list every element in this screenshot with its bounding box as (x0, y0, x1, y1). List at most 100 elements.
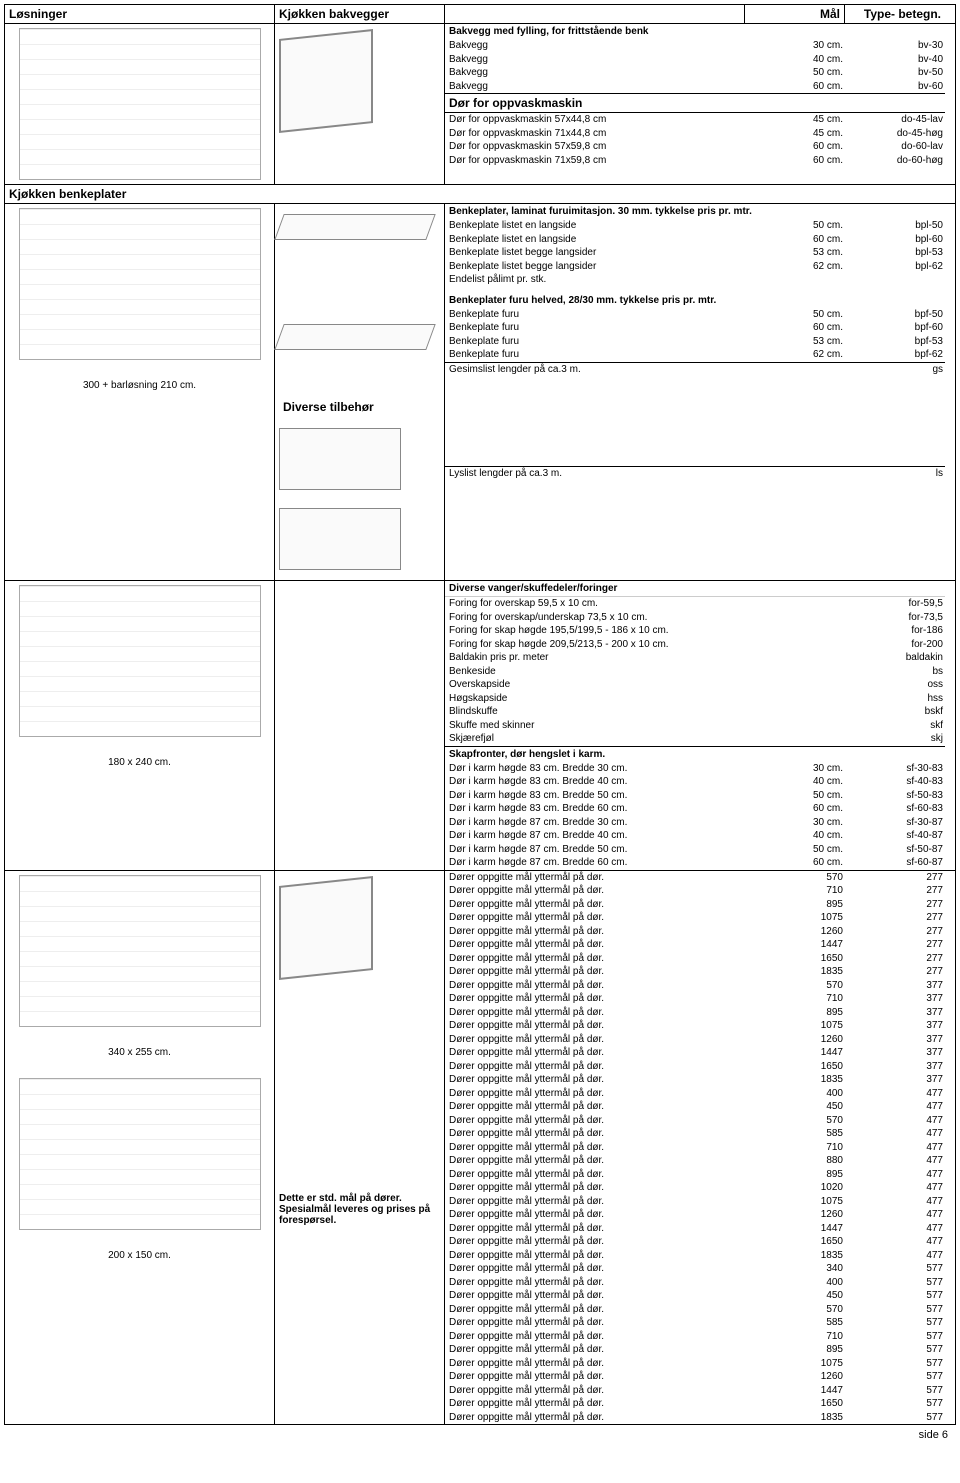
table-row: Dører oppgitte mål yttermål på dør.10754… (445, 1195, 945, 1209)
skapfronter-title: Skapfronter, dør hengslet i karm. (445, 746, 945, 762)
table-row: Foring for overskap 59,5 x 10 cm.for-59,… (445, 597, 945, 611)
table-row: Dører oppgitte mål yttermål på dør.57057… (445, 1303, 945, 1317)
table-row: Dører oppgitte mål yttermål på dør.45057… (445, 1289, 945, 1303)
table-row: Dør i karm høgde 87 cm. Bredde 40 cm.40 … (445, 829, 945, 843)
gesims-row: Gesimslist lengder på ca.3 m. gs (445, 363, 945, 377)
table-row: Dører oppgitte mål yttermål på dør.10753… (445, 1019, 945, 1033)
table-row: Benkeplate furu62 cm.bpf-62 (445, 348, 945, 362)
caption-2: 180 x 240 cm. (108, 757, 171, 768)
header-row: Løsninger Kjøkken bakvegger Mål Type- be… (5, 5, 955, 24)
table-row: Dører oppgitte mål yttermål på dør.12604… (445, 1208, 945, 1222)
table-row: Høgskapsidehss (445, 692, 945, 706)
table-row: Dør i karm høgde 87 cm. Bredde 60 cm.60 … (445, 856, 945, 870)
table-row: Benkeplate listet begge langsider62 cm.b… (445, 260, 945, 274)
countertop-icon-1 (274, 214, 435, 240)
table-row: Benkesidebs (445, 665, 945, 679)
table-row: Dør for oppvaskmaskin 57x44,8 cm45 cm.do… (445, 113, 945, 127)
table-row: Dører oppgitte mål yttermål på dør.16502… (445, 952, 945, 966)
table-row: Dører oppgitte mål yttermål på dør.18355… (445, 1411, 945, 1425)
kitchen-image-2 (19, 208, 261, 360)
table-row: Dører oppgitte mål yttermål på dør.88047… (445, 1154, 945, 1168)
table-row: Foring for overskap/underskap 73,5 x 10 … (445, 611, 945, 625)
table-row: Dør i karm høgde 83 cm. Bredde 60 cm.60 … (445, 802, 945, 816)
table-row: Dører oppgitte mål yttermål på dør.10752… (445, 911, 945, 925)
table-row: Dører oppgitte mål yttermål på dør.16504… (445, 1235, 945, 1249)
table-row: Dører oppgitte mål yttermål på dør.40057… (445, 1276, 945, 1290)
table-row: Benkeplate furu60 cm.bpf-60 (445, 321, 945, 335)
table-row: Dør i karm høgde 83 cm. Bredde 30 cm.30 … (445, 762, 945, 776)
table-row: Bakvegg30 cm.bv-30 (445, 39, 945, 53)
table-row: Dør i karm høgde 83 cm. Bredde 40 cm.40 … (445, 775, 945, 789)
table-row: Bakvegg40 cm.bv-40 (445, 53, 945, 67)
table-row: Baldakin pris pr. meterbaldakin (445, 651, 945, 665)
table-row: Blindskuffebskf (445, 705, 945, 719)
table-row: Benkeplate listet en langside60 cm.bpl-6… (445, 233, 945, 247)
table-row: Dør for oppvaskmaskin 71x44,8 cm45 cm.do… (445, 127, 945, 141)
table-row: Skjærefjølskj (445, 732, 945, 746)
table-row: Dører oppgitte mål yttermål på dør.14475… (445, 1384, 945, 1398)
benkeplater-title: Kjøkken benkeplater (5, 185, 955, 204)
table-row: Benkeplate listet en langside50 cm.bpl-5… (445, 219, 945, 233)
caption-1: 300 + barløsning 210 cm. (83, 380, 196, 391)
table-row: Dører oppgitte mål yttermål på dør.34057… (445, 1262, 945, 1276)
kitchen-image-5 (19, 1078, 261, 1230)
countertop-icon-2 (274, 324, 435, 350)
table-row: Dør i karm høgde 87 cm. Bredde 30 cm.30 … (445, 816, 945, 830)
table-row: Dører oppgitte mål yttermål på dør.12603… (445, 1033, 945, 1047)
table-row: Endelist pålimt pr. stk. (445, 273, 945, 287)
header-typebetegn: Type- betegn. (845, 5, 945, 23)
table-row: Dører oppgitte mål yttermål på dør.71027… (445, 884, 945, 898)
table-row: Dører oppgitte mål yttermål på dør.14473… (445, 1046, 945, 1060)
table-row: Dører oppgitte mål yttermål på dør.18352… (445, 965, 945, 979)
door-note: Dette er std. mål på dører. Spesialmål l… (279, 1193, 440, 1226)
table-row: Skuffe med skinnerskf (445, 719, 945, 733)
table-row: Dører oppgitte mål yttermål på dør.89537… (445, 1006, 945, 1020)
table-row: Dører oppgitte mål yttermål på dør.14472… (445, 938, 945, 952)
table-row: Dører oppgitte mål yttermål på dør.71057… (445, 1330, 945, 1344)
table-row: Foring for skap høgde 209,5/213,5 - 200 … (445, 638, 945, 652)
table-row: Dør for oppvaskmaskin 57x59,8 cm60 cm.do… (445, 140, 945, 154)
table-row: Dører oppgitte mål yttermål på dør.18354… (445, 1249, 945, 1263)
table-row: Dører oppgitte mål yttermål på dør.71037… (445, 992, 945, 1006)
oppvask-title: Dør for oppvaskmaskin (445, 93, 945, 113)
table-row: Overskapsideoss (445, 678, 945, 692)
table-row: Dører oppgitte mål yttermål på dør.16505… (445, 1397, 945, 1411)
benkeplater-sub2: Benkeplater furu helved, 28/30 mm. tykke… (445, 293, 945, 308)
kitchen-image-3 (19, 585, 261, 737)
table-row: Dører oppgitte mål yttermål på dør.89547… (445, 1168, 945, 1182)
table-row: Dører oppgitte mål yttermål på dør.57047… (445, 1114, 945, 1128)
table-row: Dører oppgitte mål yttermål på dør.89557… (445, 1343, 945, 1357)
table-row: Dører oppgitte mål yttermål på dør.12605… (445, 1370, 945, 1384)
table-row: Dører oppgitte mål yttermål på dør.12602… (445, 925, 945, 939)
table-row: Benkeplate listet begge langsider53 cm.b… (445, 246, 945, 260)
table-row: Dør i karm høgde 87 cm. Bredde 50 cm.50 … (445, 843, 945, 857)
header-mal: Mål (745, 5, 845, 23)
table-row: Dører oppgitte mål yttermål på dør.45047… (445, 1100, 945, 1114)
table-row: Dører oppgitte mål yttermål på dør.14474… (445, 1222, 945, 1236)
kitchen-image-4 (19, 875, 261, 1027)
bakvegg-title: Bakvegg med fylling, for frittstående be… (445, 24, 945, 39)
table-row: Dører oppgitte mål yttermål på dør.89527… (445, 898, 945, 912)
block-icon-2 (279, 508, 401, 570)
door-icon (279, 876, 373, 980)
table-row: Dører oppgitte mål yttermål på dør.71047… (445, 1141, 945, 1155)
table-row: Dører oppgitte mål yttermål på dør.18353… (445, 1073, 945, 1087)
table-row: Benkeplate furu50 cm.bpf-50 (445, 308, 945, 322)
table-row: Dører oppgitte mål yttermål på dør.58557… (445, 1316, 945, 1330)
lyslist-row: Lyslist lengder på ca.3 m. ls (445, 466, 945, 481)
vanger-title: Diverse vanger/skuffedeler/foringer (445, 581, 945, 597)
table-row: Dører oppgitte mål yttermål på dør.58547… (445, 1127, 945, 1141)
caption-3: 340 x 255 cm. (108, 1047, 171, 1058)
table-row: Foring for skap høgde 195,5/199,5 - 186 … (445, 624, 945, 638)
table-row: Benkeplate furu53 cm.bpf-53 (445, 335, 945, 349)
page: Løsninger Kjøkken bakvegger Mål Type- be… (4, 4, 956, 1425)
table-row: Dører oppgitte mål yttermål på dør.10755… (445, 1357, 945, 1371)
tilbehør-title: Diverse tilbehør (279, 398, 440, 416)
kitchen-image-1 (19, 28, 261, 180)
table-row: Dører oppgitte mål yttermål på dør.57027… (445, 871, 945, 885)
table-row: Bakvegg60 cm.bv-60 (445, 80, 945, 94)
page-footer: side 6 (4, 1425, 956, 1445)
caption-4: 200 x 150 cm. (108, 1250, 171, 1261)
table-row: Dør i karm høgde 83 cm. Bredde 50 cm.50 … (445, 789, 945, 803)
table-row: Dører oppgitte mål yttermål på dør.16503… (445, 1060, 945, 1074)
